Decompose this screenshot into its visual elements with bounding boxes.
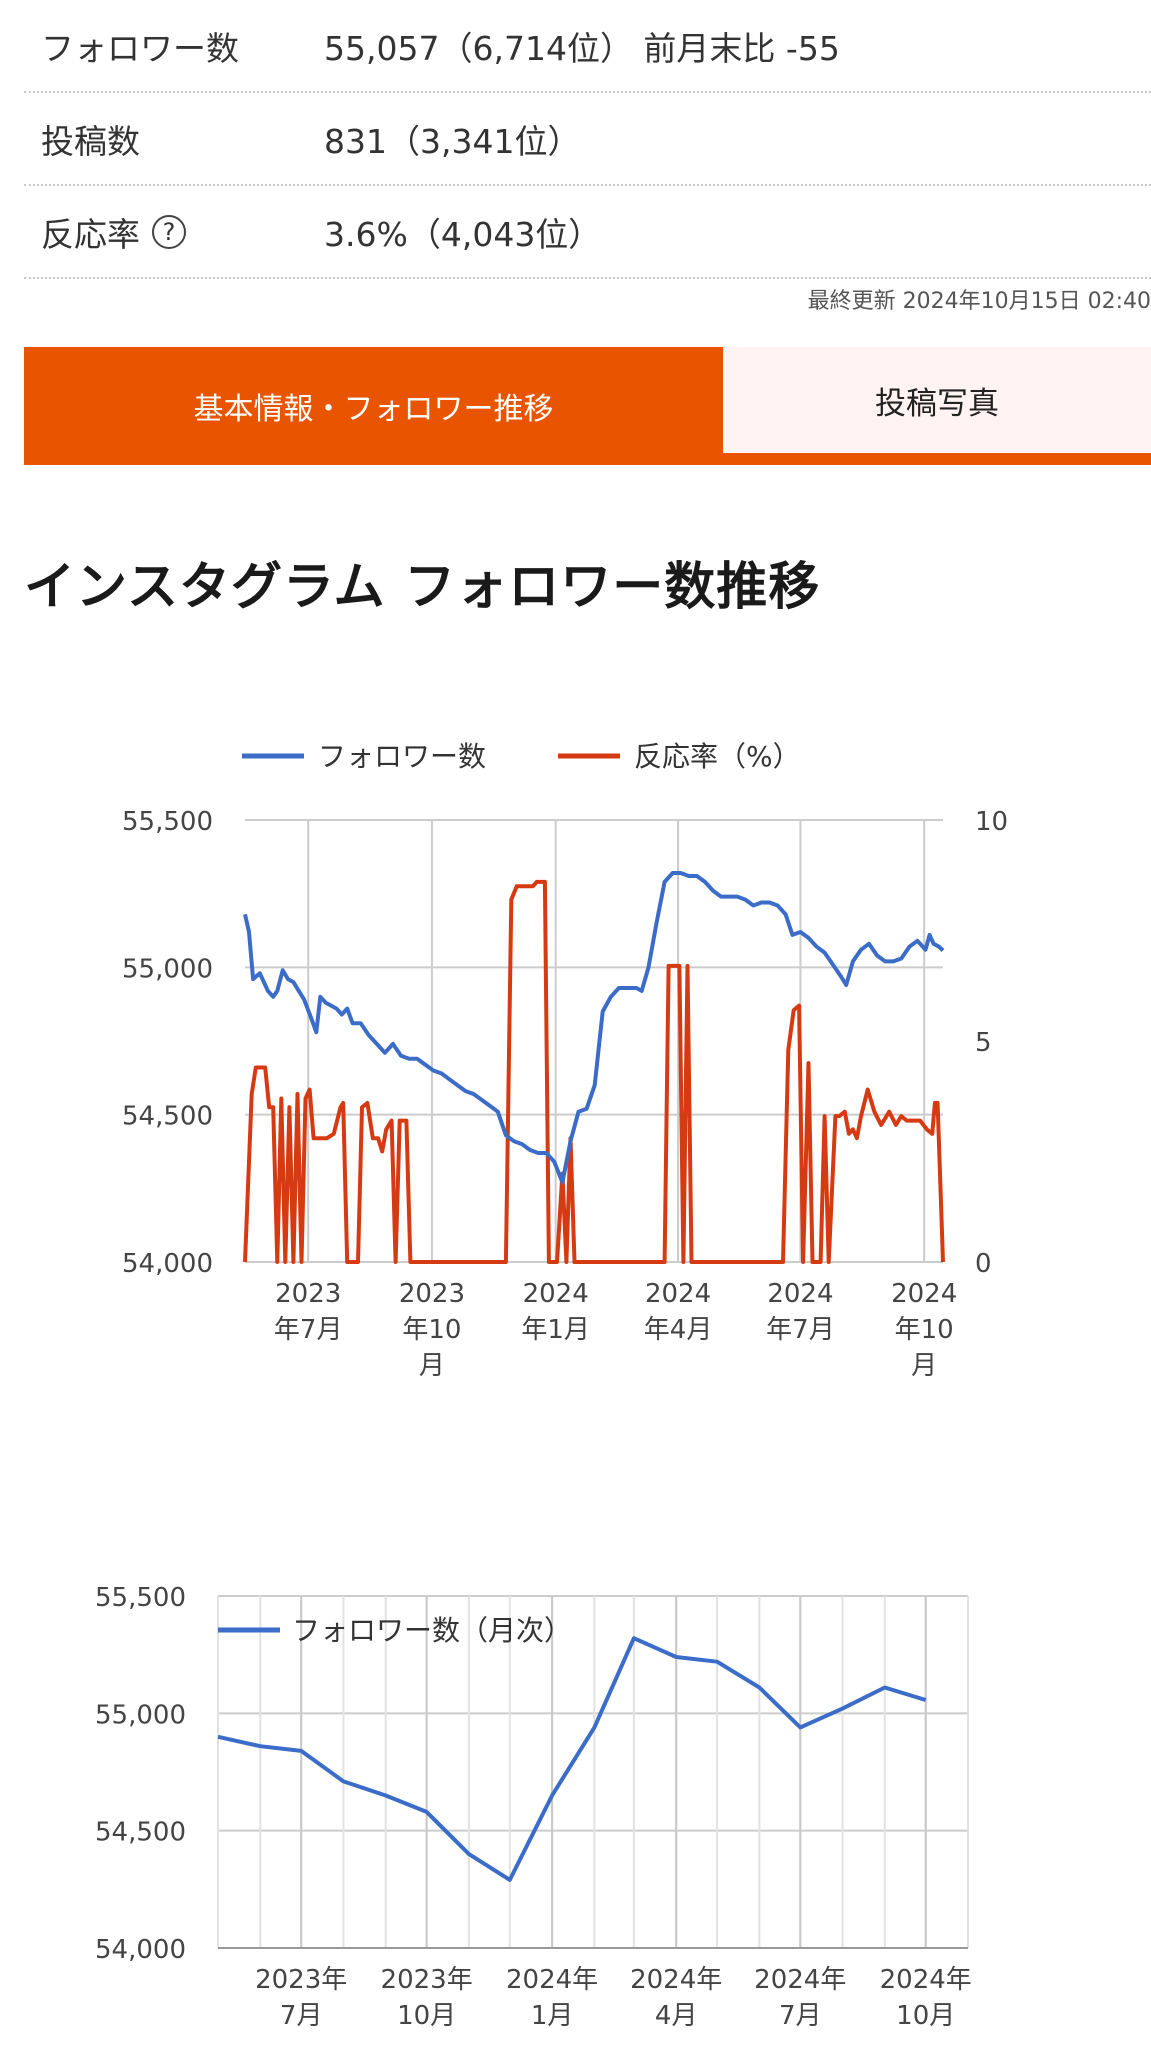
y-axis-tick: 55,000 — [95, 1700, 186, 1730]
stat-value-engagement: 3.6%（4,043位） — [324, 214, 602, 254]
x-axis-tick: 4月 — [655, 2001, 698, 2031]
x-axis-tick: 7月 — [280, 2001, 323, 2031]
x-axis-tick: 2024 — [891, 1279, 957, 1309]
x-axis-tick: 2023年 — [255, 1965, 347, 1995]
x-axis-tick: 1月 — [531, 2001, 574, 2031]
legend-label-followers: フォロワー数 — [318, 740, 486, 773]
x-axis-tick: 2023 — [275, 1279, 341, 1309]
last-updated: 最終更新 2024年10月15日 02:40 — [807, 289, 1151, 314]
x-axis-tick: 月 — [419, 1351, 445, 1381]
legend-label-monthly: フォロワー数（月次） — [292, 1614, 572, 1647]
y-axis-left-tick: 55,500 — [122, 807, 213, 837]
x-axis-tick: 2024年 — [754, 1965, 846, 1995]
tab-basic-info[interactable]: 基本情報・フォロワー推移 — [24, 347, 723, 465]
x-axis-tick: 2024年 — [880, 1965, 972, 1995]
y-axis-left-tick: 54,500 — [122, 1102, 213, 1132]
y-axis-tick: 55,500 — [95, 1583, 186, 1613]
series-followers-line — [243, 871, 945, 1185]
tab-posted-photos[interactable]: 投稿写真 — [723, 347, 1151, 453]
stat-value-followers: 55,057（6,714位） 前月末比 -55 — [324, 28, 840, 68]
stat-label-posts: 投稿数 — [41, 121, 140, 161]
x-axis-tick: 10月 — [397, 2001, 456, 2031]
stat-label-followers: フォロワー数 — [41, 28, 239, 68]
x-axis-tick: 7月 — [779, 2001, 822, 2031]
tab-underline — [723, 453, 1151, 465]
x-axis-tick: 2024年 — [506, 1965, 598, 1995]
page-title: インスタグラム フォロワー数推移 — [24, 558, 821, 617]
stat-row-engagement: 反応率 ? 3.6%（4,043位） — [24, 186, 1151, 279]
x-axis-tick: 年10 — [895, 1315, 954, 1345]
stat-label-engagement-wrap: 反応率 ? — [41, 208, 186, 256]
stat-value-posts: 831（3,341位） — [324, 121, 581, 161]
x-axis-tick: 年7月 — [766, 1315, 835, 1345]
monthly-follower-chart: 55,500 55,000 54,500 54,000 2023年 7月 2023年 10月 2… — [95, 1583, 972, 2031]
x-axis-tick: 2024 — [523, 1279, 589, 1309]
x-axis-tick: 2024 — [767, 1279, 833, 1309]
help-icon[interactable]: ? — [152, 214, 186, 249]
x-axis-tick: 2024年 — [630, 1965, 722, 1995]
x-axis-tick: 2023年 — [381, 1965, 473, 1995]
series-monthly-followers-line — [217, 1636, 927, 1882]
stat-row-followers: フォロワー数 55,057（6,714位） 前月末比 -55 — [24, 0, 1151, 93]
x-axis-tick: 2024 — [645, 1279, 711, 1309]
series-engagement-line — [243, 879, 945, 1264]
y-axis-right-tick: 10 — [975, 807, 1008, 837]
y-axis-left-tick: 54,000 — [122, 1249, 213, 1279]
x-axis-tick: 2023 — [399, 1279, 465, 1309]
x-axis-tick: 年10 — [402, 1315, 461, 1345]
x-axis-tick: 年4月 — [644, 1315, 713, 1345]
y-axis-right-tick: 0 — [975, 1249, 992, 1279]
x-axis-tick: 年1月 — [521, 1315, 590, 1345]
stat-label-engagement: 反応率 — [41, 214, 140, 254]
tab-bar: 基本情報・フォロワー推移 投稿写真 — [24, 347, 1151, 465]
x-axis-tick: 10月 — [896, 2001, 955, 2031]
legend-label-engagement: 反応率（%） — [634, 740, 801, 773]
stat-row-posts: 投稿数 831（3,341位） — [24, 93, 1151, 186]
x-axis-tick: 月 — [911, 1351, 937, 1381]
follower-engagement-chart: 55,500 55,000 54,500 54,000 10 5 0 2023 年7月 2023 年… — [122, 740, 1008, 1381]
y-axis-tick: 54,500 — [95, 1818, 186, 1848]
stats-table: フォロワー数 55,057（6,714位） 前月末比 -55 投稿数 831（3… — [24, 0, 1151, 279]
x-axis-tick: 年7月 — [274, 1315, 343, 1345]
y-axis-left-tick: 55,000 — [122, 954, 213, 984]
y-axis-tick: 54,000 — [95, 1935, 186, 1965]
y-axis-right-tick: 5 — [975, 1028, 992, 1058]
